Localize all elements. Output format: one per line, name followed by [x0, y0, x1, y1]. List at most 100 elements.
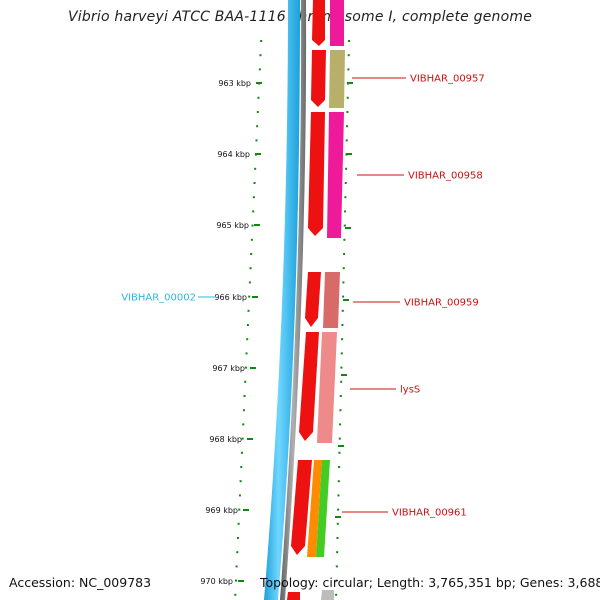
minor-tick — [342, 295, 345, 298]
gene-label[interactable]: lysS — [400, 385, 420, 396]
genome-stats: Topology: circular; Length: 3,765,351 bp… — [260, 575, 600, 590]
gray-feature[interactable] — [321, 590, 334, 600]
minor-tick — [343, 253, 346, 255]
minor-tick — [337, 480, 340, 483]
minor-tick — [259, 54, 262, 57]
gene-label[interactable]: VIBHAR_00959 — [404, 298, 479, 309]
minor-tick — [242, 409, 245, 412]
minor-tick — [344, 196, 347, 199]
gene-labels: VIBHAR_00957 VIBHAR_00958 VIBHAR_00959 lysS… — [121, 74, 485, 519]
minor-tick — [255, 139, 258, 142]
tick-label: 968 kbp — [209, 435, 242, 444]
minor-tick — [340, 352, 343, 355]
minor-tick — [340, 366, 343, 369]
minor-tick — [337, 508, 340, 511]
minor-tick — [344, 210, 347, 213]
minor-tick — [338, 437, 341, 440]
minor-tick — [258, 82, 261, 85]
olive-feature[interactable] — [329, 50, 345, 108]
minor-tick — [235, 565, 238, 568]
minor-ticks — [234, 40, 353, 596]
minor-tick — [346, 111, 349, 113]
minor-tick — [344, 182, 347, 184]
minor-tick — [342, 281, 345, 284]
cds-feature[interactable] — [287, 592, 300, 600]
tick-label: 967 kbp — [212, 364, 245, 373]
minor-tick — [338, 451, 341, 454]
coordinate-ruler: 963 kbp 964 kbp 965 kbp 966 kbp 967 kbp 968 k… — [200, 79, 262, 586]
minor-tick — [346, 96, 349, 99]
cds-feature[interactable] — [291, 460, 312, 555]
minor-tick — [336, 522, 339, 525]
feature-track-outer — [307, 0, 345, 600]
minor-tick — [246, 338, 249, 341]
minor-tick — [256, 125, 259, 128]
minor-tick — [254, 153, 257, 156]
minor-tick — [256, 111, 259, 113]
minor-tick — [246, 324, 249, 326]
minor-tick — [248, 295, 251, 298]
salmon-feature[interactable] — [323, 272, 340, 328]
minor-tick — [258, 68, 261, 71]
minor-tick — [335, 579, 338, 582]
tick-label: 964 kbp — [217, 150, 250, 159]
minor-tick — [254, 167, 257, 170]
tick-label: 966 kbp — [214, 293, 247, 302]
cds-feature[interactable] — [299, 332, 319, 441]
cds-feature[interactable] — [311, 50, 326, 107]
gene-label[interactable]: VIBHAR_00961 — [392, 508, 467, 519]
minor-tick — [237, 522, 240, 525]
minor-tick — [251, 224, 254, 227]
minor-tick — [348, 40, 351, 42]
minor-tick — [343, 238, 346, 241]
minor-tick — [347, 54, 350, 57]
minor-tick — [236, 537, 239, 539]
green-feature[interactable] — [316, 460, 330, 557]
backbone-blue-track — [264, 0, 300, 600]
magenta-feature[interactable] — [330, 0, 344, 46]
minor-tick — [252, 196, 255, 199]
tick-label: 965 kbp — [216, 221, 249, 230]
minor-tick — [341, 338, 344, 341]
cds-feature[interactable] — [305, 272, 321, 327]
minor-tick — [257, 96, 260, 99]
minor-tick — [249, 267, 252, 270]
minor-tick — [242, 423, 245, 426]
gene-label[interactable]: VIBHAR_00958 — [408, 171, 483, 182]
minor-tick — [346, 125, 349, 128]
minor-tick — [250, 253, 253, 255]
minor-tick — [260, 40, 263, 42]
magenta-feature[interactable] — [327, 112, 344, 238]
minor-tick — [244, 380, 247, 383]
minor-tick — [240, 466, 243, 468]
orange-feature[interactable] — [307, 460, 322, 557]
tick-label: 969 kbp — [205, 506, 238, 515]
minor-tick — [245, 352, 248, 355]
tick-label: 963 kbp — [218, 79, 251, 88]
minor-tick — [347, 68, 350, 71]
minor-tick — [339, 395, 342, 397]
minor-tick — [234, 593, 237, 596]
minor-tick — [338, 466, 341, 468]
tick-label: 970 kbp — [200, 577, 233, 586]
backbone-gray-track — [280, 0, 307, 600]
minor-tick — [336, 551, 339, 554]
minor-tick — [341, 324, 344, 326]
minor-tick — [336, 537, 339, 539]
gene-label[interactable]: VIBHAR_00002 — [121, 293, 196, 304]
gene-label[interactable]: VIBHAR_00957 — [410, 74, 485, 85]
minor-tick — [239, 480, 242, 483]
minor-tick — [238, 494, 241, 497]
minor-tick — [340, 380, 343, 383]
cds-feature[interactable] — [308, 112, 325, 236]
minor-tick — [339, 409, 342, 412]
minor-tick — [335, 565, 338, 568]
minor-tick — [247, 309, 250, 312]
salmon-feature[interactable] — [317, 332, 337, 443]
minor-tick — [337, 494, 340, 497]
minor-tick — [343, 224, 346, 227]
cds-feature[interactable] — [312, 0, 325, 46]
minor-tick — [345, 139, 348, 142]
minor-tick — [252, 210, 255, 213]
